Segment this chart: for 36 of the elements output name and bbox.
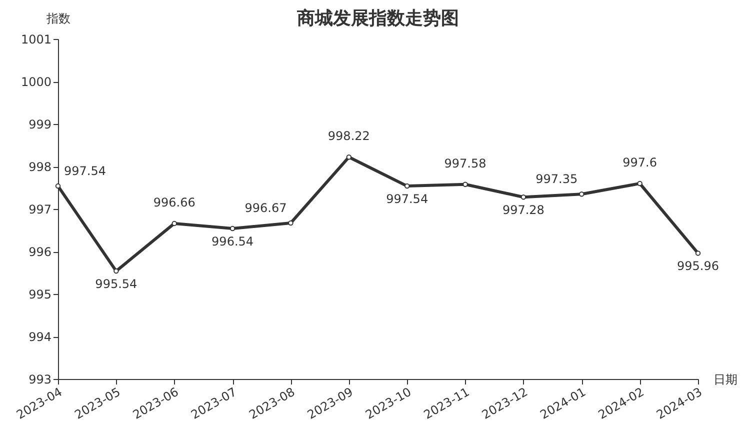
- point: [695, 250, 701, 256]
- chart-title: 商城发展指数走势图: [296, 8, 459, 29]
- data-label: 997.58: [444, 156, 486, 170]
- point: [172, 220, 177, 226]
- data-label: 997.54: [64, 164, 106, 178]
- y-tick-label: 1000: [20, 75, 52, 89]
- data-label: 995.96: [677, 259, 719, 274]
- y-tick-label: 994: [28, 330, 52, 344]
- x-axis-title: 日期: [714, 372, 738, 386]
- point: [114, 268, 119, 274]
- y-tick-label: 999: [28, 118, 52, 132]
- point: [637, 180, 642, 186]
- y-tick-label: 998: [28, 160, 52, 174]
- y-tick-label: 993: [28, 372, 52, 386]
- data-label: 998.22: [328, 129, 370, 144]
- data-label: 997.28: [502, 203, 544, 218]
- point: [288, 220, 294, 226]
- data-label: 996.67: [244, 201, 287, 216]
- data-label: 997.54: [386, 192, 428, 206]
- point: [462, 182, 468, 187]
- y-axis-title: 指数: [46, 12, 70, 26]
- data-label: 997.6: [622, 156, 657, 170]
- y-tick-label: 997: [28, 202, 52, 216]
- point: [404, 183, 410, 189]
- data-label: 996.66: [153, 195, 196, 210]
- point: [55, 183, 61, 189]
- y-tick-label: 1001: [20, 32, 52, 46]
- point: [230, 226, 236, 232]
- point: [520, 194, 526, 200]
- y-tick-label: 995: [28, 288, 52, 302]
- data-label: 997.35: [536, 172, 578, 186]
- point: [346, 154, 352, 160]
- data-label: 996.54: [212, 234, 254, 249]
- point: [579, 192, 584, 197]
- data-label: 995.54: [95, 277, 138, 292]
- y-tick-label: 996: [28, 245, 52, 259]
